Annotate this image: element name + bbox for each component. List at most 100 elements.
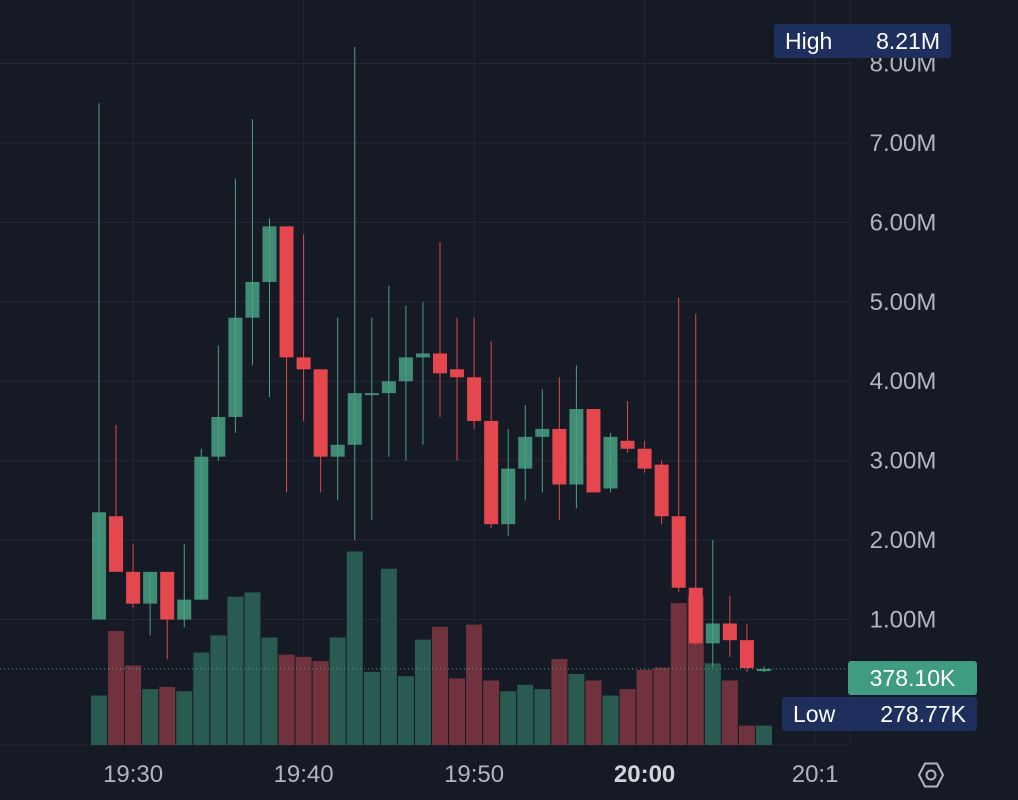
candle-body <box>92 512 106 620</box>
candle <box>484 341 499 529</box>
volume-bar <box>312 661 329 745</box>
low-price-tag: Low 278.77K <box>782 697 977 731</box>
volume-bar <box>380 568 397 745</box>
candle <box>756 666 771 672</box>
candle <box>620 401 635 453</box>
candle-body <box>143 571 158 604</box>
candle <box>688 313 703 645</box>
candle <box>586 409 601 493</box>
volume-bar <box>363 671 380 745</box>
volume-bar <box>449 678 466 745</box>
candle <box>228 178 243 433</box>
volume-bars <box>91 551 772 745</box>
candle-body <box>398 357 413 382</box>
last-price-value: 378.10K <box>869 664 956 691</box>
grid-lines <box>0 0 851 746</box>
candle <box>637 440 652 473</box>
volume-bar <box>346 551 363 745</box>
candle <box>245 119 260 366</box>
high-label: High <box>785 27 833 54</box>
volume-bar <box>755 725 772 745</box>
volume-bar <box>517 684 534 745</box>
candle <box>92 103 106 620</box>
volume-bar <box>329 637 346 745</box>
candle <box>671 297 686 592</box>
volume-bar <box>466 624 483 745</box>
low-label: Low <box>793 700 836 727</box>
candle <box>535 389 550 493</box>
candle <box>177 544 192 628</box>
candle-body <box>126 571 141 604</box>
candle <box>552 377 567 521</box>
candle-body <box>160 571 175 620</box>
time-tick-label: 20:1 <box>792 761 839 788</box>
candle-body <box>279 226 294 358</box>
candle-body <box>330 444 345 457</box>
candle <box>211 345 226 461</box>
candle-body <box>654 464 669 517</box>
candle-body <box>211 416 226 457</box>
candle-body <box>535 428 550 437</box>
candle-body <box>228 317 243 417</box>
time-tick-label: 20:00 <box>614 761 675 788</box>
candle-body <box>484 420 499 525</box>
candle-body <box>313 369 328 457</box>
time-tick-label: 19:30 <box>103 761 163 788</box>
candle-body <box>194 456 209 600</box>
candle-body <box>552 428 567 485</box>
candle-body <box>586 409 601 493</box>
volume-bar <box>534 689 551 745</box>
candle <box>433 242 447 417</box>
candle-body <box>501 468 516 525</box>
last-price-tag: 378.10K <box>848 661 977 695</box>
candle <box>654 460 669 525</box>
candle <box>603 432 618 493</box>
time-tick-label: 19:40 <box>274 761 334 788</box>
candle-body <box>245 281 260 318</box>
volume-bar <box>227 596 244 745</box>
volume-bar <box>602 695 619 745</box>
price-tick-label: 7.00M <box>870 130 937 157</box>
volume-bar <box>500 691 517 745</box>
candle <box>381 285 396 457</box>
volume-bar <box>653 667 670 745</box>
candle-body <box>756 668 771 672</box>
candle-body <box>569 409 584 485</box>
volume-bar <box>193 652 210 745</box>
price-tick-label: 3.00M <box>870 448 937 475</box>
candle <box>194 448 209 600</box>
low-value: 278.77K <box>880 700 966 727</box>
candle <box>415 301 430 445</box>
volume-bar <box>159 686 176 745</box>
candle-body <box>262 226 277 282</box>
volume-bar <box>91 695 107 745</box>
volume-bar <box>108 631 125 745</box>
price-tick-label: 6.00M <box>870 209 937 236</box>
volume-bar <box>142 689 159 745</box>
candle-body <box>637 448 652 469</box>
candle <box>313 369 328 493</box>
candle-body <box>177 599 192 620</box>
volume-bar <box>636 669 653 745</box>
volume-bar <box>210 635 227 745</box>
time-tick-label: 19:50 <box>444 761 504 788</box>
candle-body <box>671 516 686 588</box>
candle <box>296 234 311 421</box>
volume-bar <box>414 639 431 745</box>
candle-body <box>364 393 379 396</box>
candle <box>126 544 141 608</box>
high-value: 8.21M <box>876 27 940 54</box>
candle <box>467 317 482 429</box>
volume-bar <box>721 680 738 745</box>
candle <box>722 595 737 657</box>
candle-body <box>450 369 465 378</box>
candles <box>92 46 771 672</box>
candle-body <box>415 353 430 358</box>
settings-icon[interactable] <box>914 758 948 792</box>
time-axis[interactable]: 19:30 19:40 19:50 20:00 20:1 <box>103 761 838 788</box>
volume-bar <box>176 691 193 745</box>
candle <box>450 317 465 461</box>
price-tick-label: 1.00M <box>870 607 937 634</box>
